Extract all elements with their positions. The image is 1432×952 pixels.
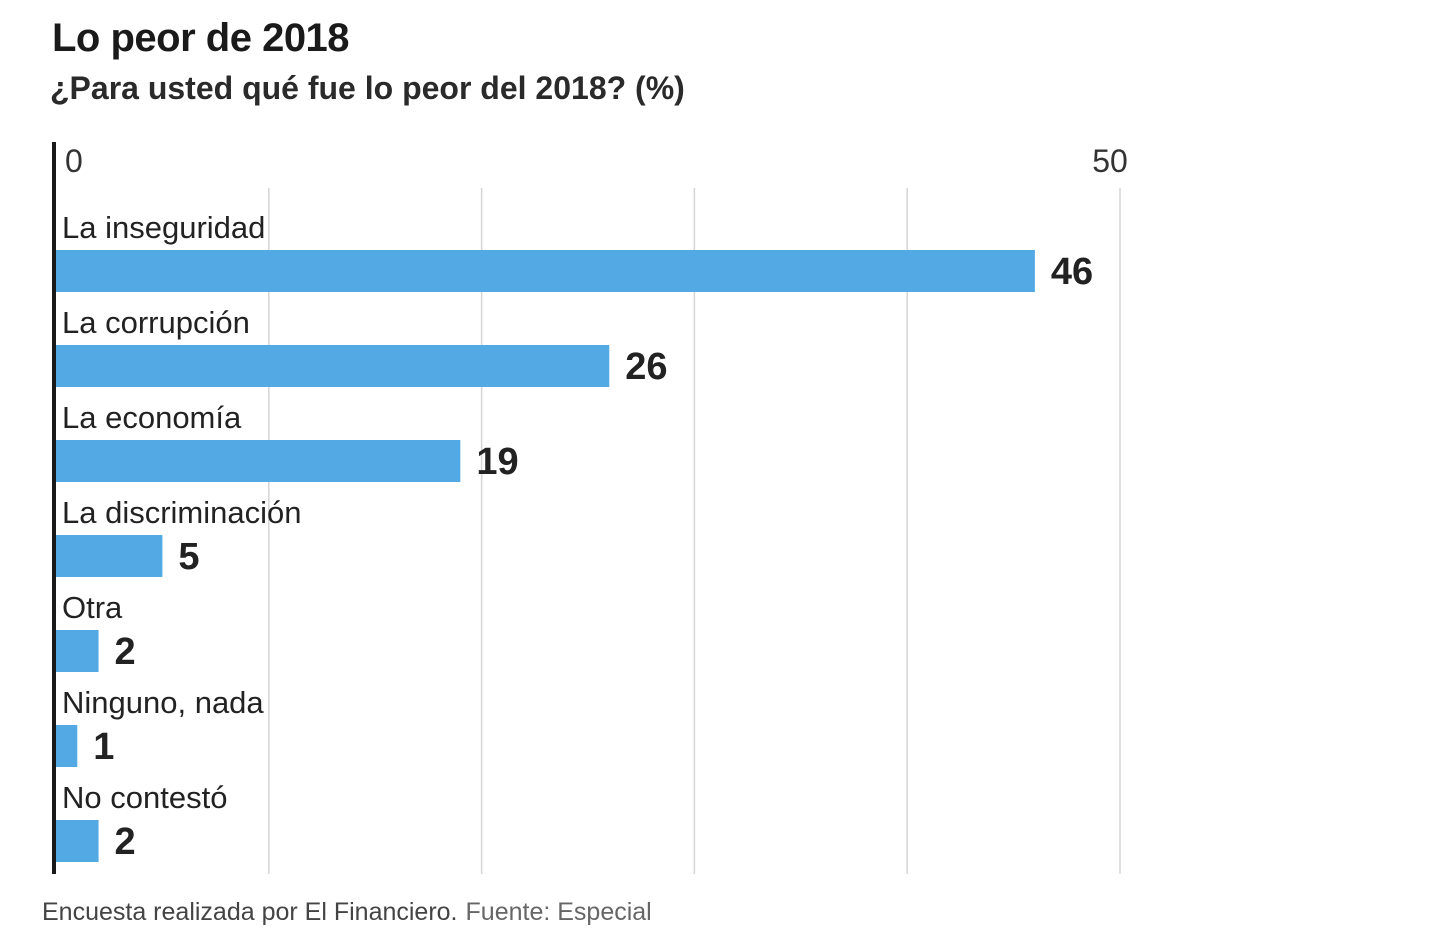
category-label: No contestó	[62, 780, 227, 815]
bar-value-label: 2	[115, 631, 136, 673]
survey-note: Encuesta realizada por El Financiero.	[42, 898, 458, 926]
chart-title: Lo peor de 2018	[52, 16, 350, 60]
bar	[56, 345, 610, 387]
bar	[56, 535, 163, 577]
category-label: La corrupción	[62, 305, 250, 340]
grid-lines	[268, 188, 1121, 874]
chart-subtitle: ¿Para usted qué fue lo peor del 2018? (%…	[50, 70, 685, 106]
bar	[56, 820, 99, 862]
category-label: La inseguridad	[62, 210, 265, 245]
bar-value-label: 1	[93, 726, 114, 768]
bar-value-label: 26	[625, 346, 667, 388]
bar-value-label: 2	[115, 821, 136, 863]
x-axis-tick-labels: 0 50	[65, 143, 1128, 179]
bar	[56, 725, 78, 767]
x-tick-label: 0	[65, 143, 83, 179]
bar	[56, 630, 99, 672]
bar	[56, 250, 1035, 292]
bars: La inseguridad 46 La corrupción 26 La econom…	[56, 210, 1093, 863]
source-note: Fuente: Especial	[465, 898, 652, 926]
bar	[56, 440, 461, 482]
bar-value-label: 46	[1051, 251, 1093, 293]
category-label: Ninguno, nada	[62, 685, 264, 720]
category-label: La discriminación	[62, 495, 302, 530]
bar-value-label: 19	[476, 441, 518, 483]
category-label: Otra	[62, 590, 123, 625]
bar-value-label: 5	[178, 536, 199, 578]
category-label: La economía	[62, 400, 242, 435]
x-tick-label: 50	[1092, 143, 1128, 179]
chart-footer: Encuesta realizada por El Financiero. Fue…	[42, 898, 652, 927]
bar-chart: 0 50 La inseguridad 46 La corrupción 26 La ec…	[52, 142, 1128, 874]
